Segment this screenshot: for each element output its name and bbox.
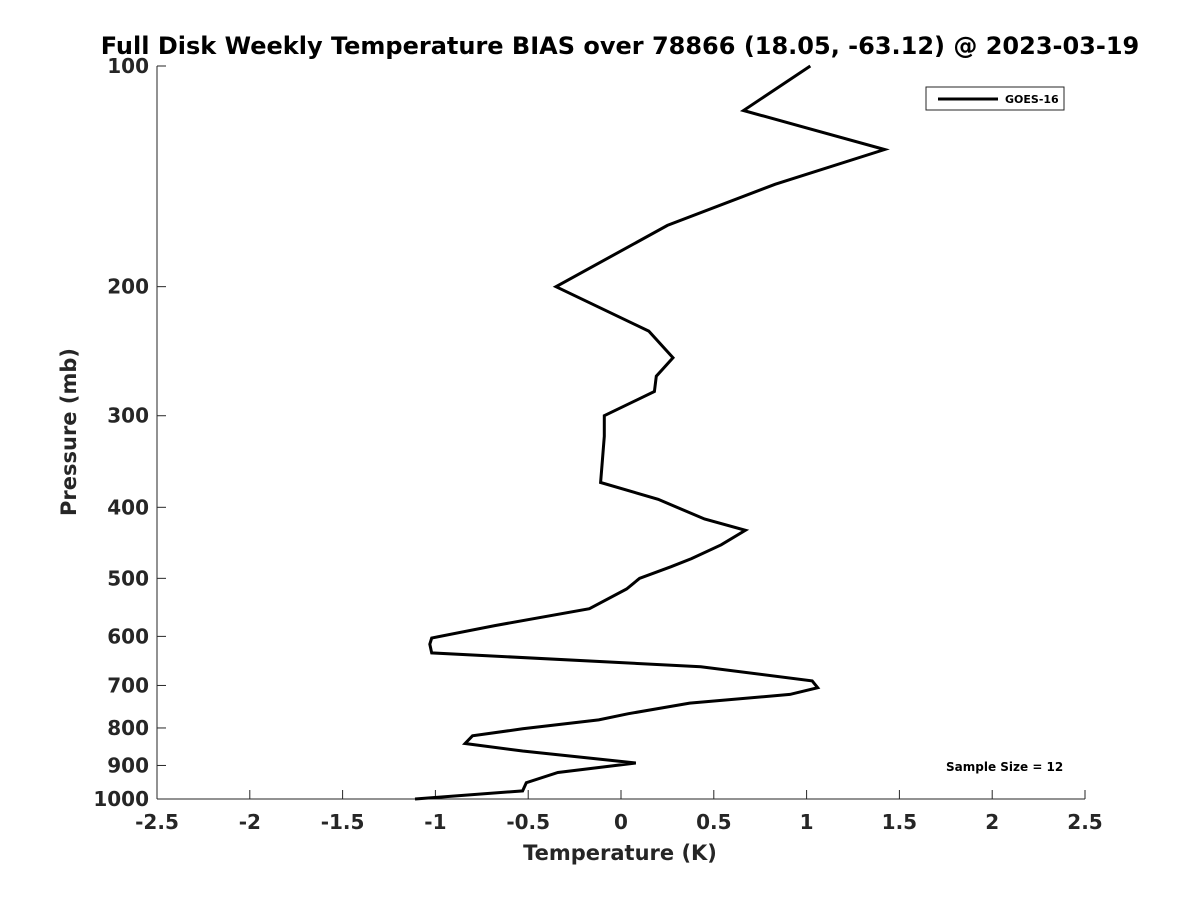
series-line-goes-16 [414, 64, 890, 801]
x-tick-label: 2.5 [1067, 810, 1102, 834]
axes [156, 66, 1085, 800]
y-tick-label: 100 [107, 54, 149, 78]
series-layer [414, 64, 890, 801]
x-tick-label: 0.5 [696, 810, 731, 834]
y-axis-label: Pressure (mb) [57, 348, 81, 516]
x-tick-label: 2 [985, 810, 999, 834]
legend: GOES-16 [925, 86, 1065, 111]
x-tick-label: 0 [614, 810, 628, 834]
y-tick-label: 500 [107, 566, 149, 590]
x-axis-label: Temperature (K) [523, 841, 717, 865]
y-tick-label: 700 [107, 673, 149, 697]
x-tick-label: -2 [239, 810, 261, 834]
x-tick-label: 1 [800, 810, 814, 834]
y-tick-label: 1000 [93, 787, 149, 811]
y-tick-label: 800 [107, 716, 149, 740]
y-tick-label: 400 [107, 495, 149, 519]
y-tick-label: 600 [107, 624, 149, 648]
chart-title: Full Disk Weekly Temperature BIAS over 7… [101, 32, 1140, 60]
x-tick-label: -0.5 [506, 810, 550, 834]
x-tick-label: -1 [424, 810, 446, 834]
x-tick-label: -2.5 [135, 810, 179, 834]
x-tick-label: -1.5 [321, 810, 365, 834]
x-tick-label: 1.5 [882, 810, 917, 834]
y-tick-label: 900 [107, 753, 149, 777]
y-axis-ticks: 100 200 300 400 500 600 700 800 900 1000 [93, 54, 166, 811]
y-tick-label: 200 [107, 275, 149, 299]
sample-size-annotation: Sample Size = 12 [946, 760, 1063, 774]
x-axis-ticks: -2.5 -2 -1.5 -1 -0.5 0 0.5 1 1.5 2 2.5 [135, 790, 1103, 834]
legend-label: GOES-16 [1005, 93, 1059, 106]
y-tick-label: 300 [107, 404, 149, 428]
